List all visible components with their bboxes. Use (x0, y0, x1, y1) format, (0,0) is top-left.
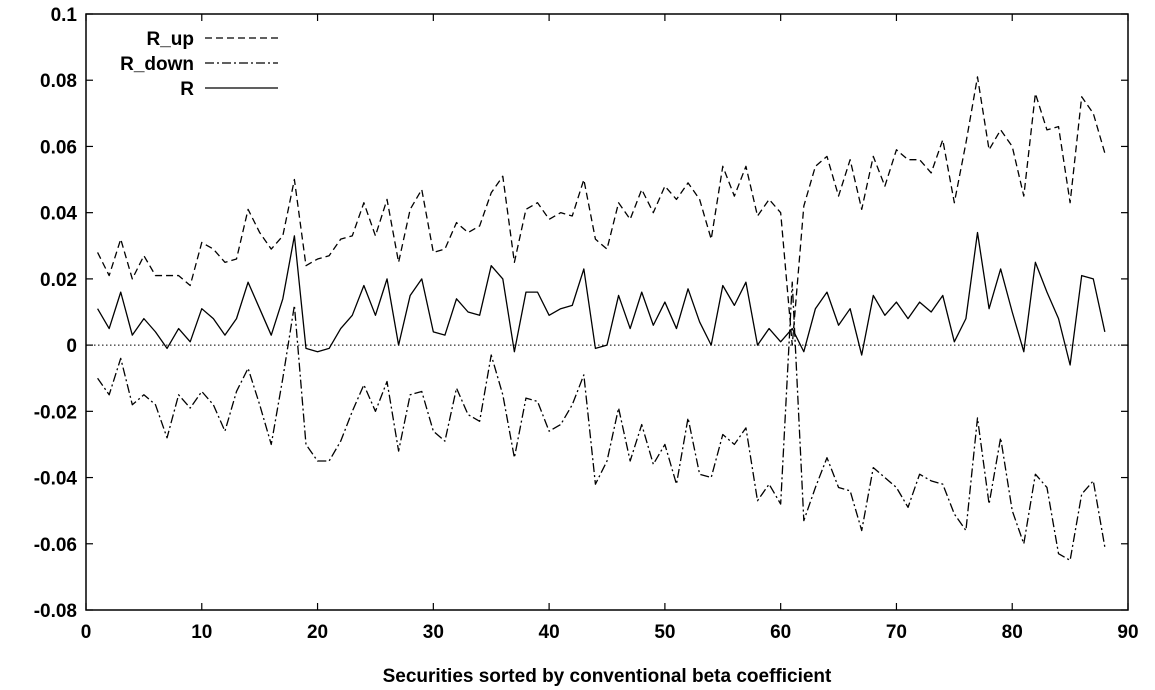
y-tick-label: -0.06 (34, 535, 77, 556)
y-tick-label: 0.1 (51, 5, 78, 26)
series-layer (96, 76, 1106, 561)
x-axis-label: Securities sorted by conventional beta c… (383, 666, 832, 687)
y-tick-label: 0.02 (40, 270, 77, 291)
legend-entry: R_up (147, 29, 278, 50)
y-tick-label: 0.06 (40, 137, 77, 158)
y-tick-label: -0.08 (34, 601, 77, 622)
x-tick-label: 70 (886, 622, 907, 643)
y-tick-label: 0.08 (40, 71, 77, 92)
legend-layer: R_up R_down R (120, 29, 278, 100)
series-line-r-up (96, 76, 1106, 346)
legend-label: R_up (147, 29, 195, 50)
x-tick-label: 50 (654, 622, 675, 643)
legend-entry: R_down (120, 54, 278, 75)
y-tick-label: 0 (66, 336, 77, 357)
y-tick-label: -0.02 (34, 402, 77, 423)
legend-label: R_down (120, 54, 194, 75)
x-tick-label: 80 (1002, 622, 1023, 643)
y-tick-label: -0.04 (34, 469, 78, 490)
x-tick-label: 0 (81, 622, 92, 643)
x-tick-label: 60 (770, 622, 791, 643)
x-tick-label: 10 (191, 622, 212, 643)
x-tick-label: 40 (539, 622, 560, 643)
legend-label: R (180, 79, 194, 100)
x-tick-label: 90 (1117, 622, 1138, 643)
x-tick-label: 20 (307, 622, 328, 643)
legend-entry: R (180, 79, 278, 100)
series-line-r (97, 231, 1106, 366)
ticks-layer: 0 10 20 30 40 50 60 70 80 90 -0.08 -0.06 -0.04 -0.02 0… (34, 5, 1139, 643)
plot-frame (85, 13, 1129, 611)
y-tick-label: 0.04 (40, 204, 77, 225)
x-tick-label: 30 (423, 622, 444, 643)
axes-layer (85, 13, 1129, 611)
series-line-r-down (97, 281, 1106, 561)
